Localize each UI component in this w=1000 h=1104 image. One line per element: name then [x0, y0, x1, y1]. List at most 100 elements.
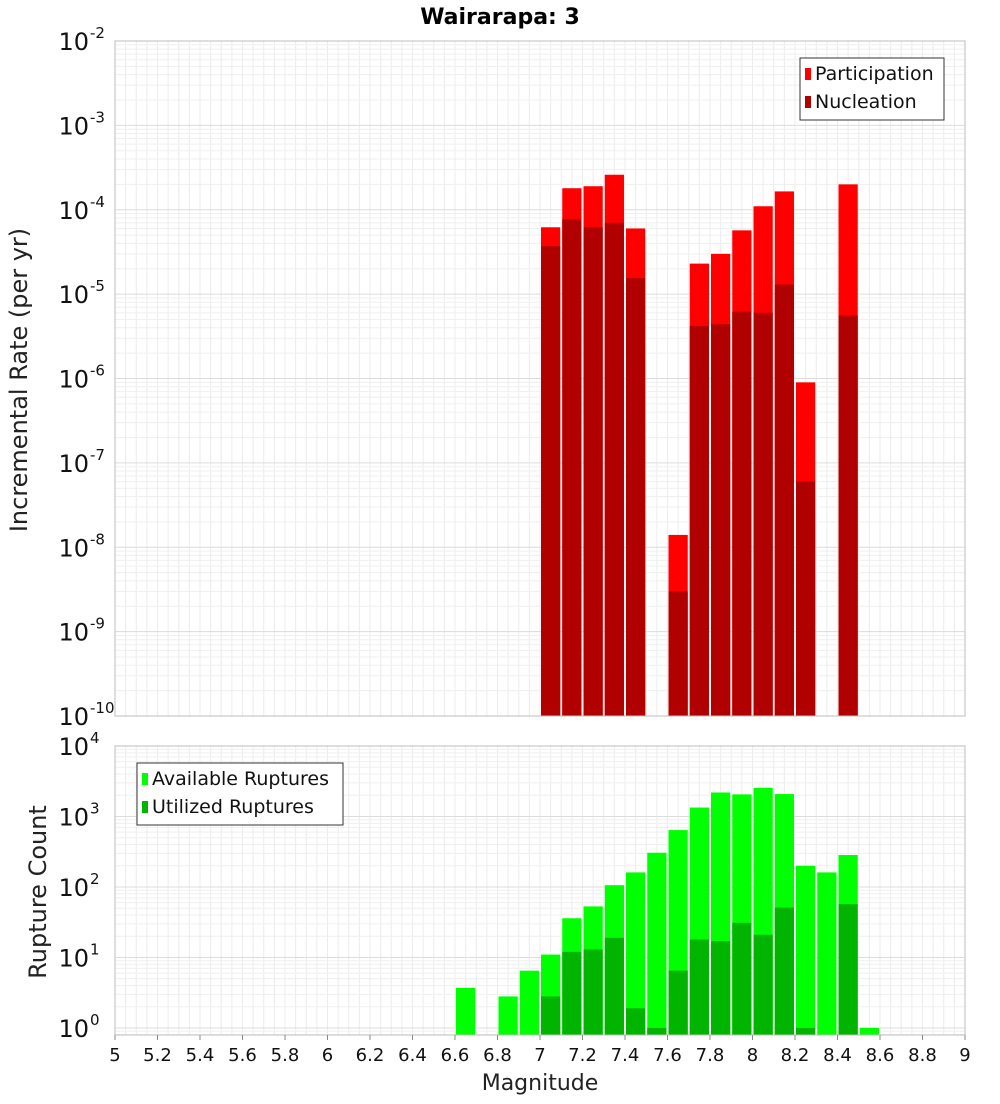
legend-swatch	[142, 801, 148, 813]
y-tick-label: 10	[58, 619, 89, 647]
legend: Participation Nucleation	[799, 57, 945, 121]
top-y-axis-label: Incremental Rate (per yr)	[5, 228, 33, 532]
x-tick-label: 5.2	[143, 1045, 172, 1066]
y-tick-label: 10	[58, 803, 89, 831]
y-tick-exponent: -4	[90, 193, 105, 211]
bar-available-ruptures	[817, 872, 837, 1035]
bar-nucleation	[689, 325, 709, 716]
bar-nucleation	[562, 219, 582, 717]
legend-label: Utilized Ruptures	[152, 796, 314, 818]
bar-utilized-ruptures	[541, 996, 561, 1035]
bar-nucleation	[774, 284, 794, 716]
legend-label: Nucleation	[815, 91, 917, 113]
bar-available-ruptures	[498, 996, 518, 1035]
bar-utilized-ruptures	[753, 934, 773, 1035]
bar-utilized-ruptures	[838, 904, 858, 1035]
bar-nucleation	[711, 324, 731, 716]
bar-available-ruptures	[519, 970, 539, 1035]
bar-available-ruptures	[626, 872, 646, 1035]
y-tick-label: 10	[58, 450, 89, 478]
legend-swatch	[142, 773, 148, 785]
y-tick-label: 10	[58, 197, 89, 225]
x-tick-label: 6	[322, 1045, 333, 1066]
x-tick-label: 7.4	[611, 1045, 640, 1066]
bar-nucleation	[753, 312, 773, 716]
legend-label: Participation	[815, 63, 934, 85]
legend-box	[136, 762, 344, 826]
bar-utilized-ruptures	[689, 939, 709, 1035]
y-tick-exponent: 1	[90, 940, 100, 958]
plot-frame	[114, 40, 966, 717]
y-tick-label: 10	[58, 112, 89, 140]
bar-nucleation	[541, 246, 561, 716]
y-tick-label: 10	[58, 944, 89, 972]
y-tick-label: 10	[58, 366, 89, 394]
y-tick-exponent: -3	[90, 108, 105, 126]
x-tick-label: 7.6	[653, 1045, 682, 1066]
bar-available-ruptures	[796, 865, 816, 1035]
y-tick-exponent: -7	[90, 446, 105, 464]
y-tick-exponent: -10	[90, 699, 115, 717]
y-tick-exponent: 3	[90, 799, 100, 817]
bar-utilized-ruptures	[583, 949, 603, 1035]
y-tick-label: 10	[58, 703, 89, 731]
bar-nucleation	[668, 591, 688, 716]
bar-utilized-ruptures	[668, 970, 688, 1035]
y-tick-exponent: -8	[90, 530, 105, 548]
bar-available-ruptures	[456, 987, 476, 1035]
x-tick-label: 6.4	[398, 1045, 427, 1066]
legend-box	[799, 57, 945, 121]
bar-utilized-ruptures	[732, 922, 752, 1035]
bar-nucleation	[626, 278, 646, 716]
bar-utilized-ruptures	[711, 941, 731, 1035]
x-tick-label: 7	[534, 1045, 545, 1066]
bar-available-ruptures	[647, 852, 667, 1035]
bar-available-ruptures	[859, 1027, 879, 1035]
y-tick-exponent: 0	[90, 1011, 100, 1029]
chart-title: Wairarapa: 3	[420, 5, 580, 30]
y-tick-exponent: -5	[90, 277, 105, 295]
bar-nucleation	[732, 311, 752, 716]
legend: Available Ruptures Utilized Ruptures	[136, 762, 344, 826]
y-tick-label: 10	[58, 281, 89, 309]
x-tick-label: 8.8	[908, 1045, 937, 1066]
x-tick-label: 8.4	[823, 1045, 852, 1066]
y-tick-exponent: -2	[90, 24, 105, 42]
bar-nucleation	[583, 227, 603, 716]
y-tick-label: 10	[58, 534, 89, 562]
y-tick-exponent: -9	[90, 615, 105, 633]
bar-utilized-ruptures	[796, 1027, 816, 1035]
bar-utilized-ruptures	[626, 1008, 646, 1035]
x-tick-label: 6.6	[441, 1045, 470, 1066]
y-tick-label: 10	[58, 874, 89, 902]
y-tick-exponent: -6	[90, 362, 105, 380]
legend-label: Available Ruptures	[152, 768, 329, 790]
y-tick-label: 10	[58, 1015, 89, 1043]
y-tick-label: 10	[58, 28, 89, 56]
bar-utilized-ruptures	[562, 951, 582, 1035]
bar-utilized-ruptures	[647, 1027, 667, 1035]
x-tick-label: 8.2	[781, 1045, 810, 1066]
y-tick-exponent: 2	[90, 870, 100, 888]
legend-swatch	[805, 96, 811, 108]
x-tick-label: 5.8	[271, 1045, 300, 1066]
x-axis-label: Magnitude	[482, 1071, 599, 1096]
x-tick-label: 6.8	[483, 1045, 512, 1066]
x-tick-label: 5.6	[228, 1045, 257, 1066]
x-tick-label: 8	[747, 1045, 758, 1066]
y-tick-exponent: 4	[90, 729, 100, 747]
x-tick-label: 5.4	[186, 1045, 215, 1066]
bar-nucleation	[796, 481, 816, 716]
x-tick-label: 6.2	[356, 1045, 385, 1066]
x-tick-label: 7.8	[696, 1045, 725, 1066]
x-tick-label: 8.6	[866, 1045, 895, 1066]
x-tick-label: 9	[959, 1045, 970, 1066]
bar-utilized-ruptures	[604, 937, 624, 1035]
x-tick-label: 7.2	[568, 1045, 597, 1066]
y-tick-label: 10	[58, 733, 89, 761]
bar-nucleation	[604, 222, 624, 716]
bottom-y-axis-label: Rupture Count	[24, 805, 52, 979]
